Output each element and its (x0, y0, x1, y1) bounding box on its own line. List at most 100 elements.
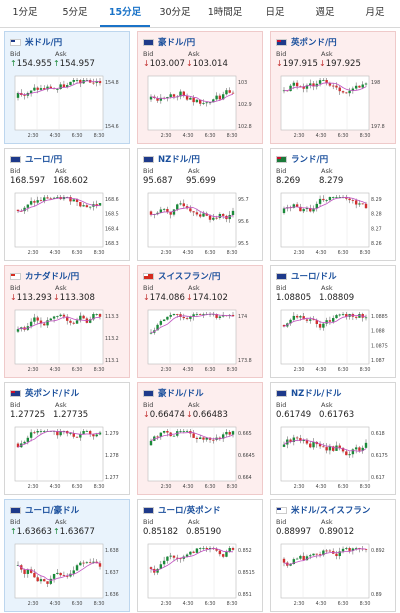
rate-card[interactable]: 英ポンド/円 Bid Ask ↓197.915 ↓197.925 198 197.8 2:30… (270, 31, 396, 144)
bid-label: Bid (276, 284, 287, 292)
tab-7[interactable]: 月足 (365, 7, 385, 18)
rate-card[interactable]: 豪ドル/ドル Bid Ask ↓0.66474 ↓0.66483 0.665 0.6645 0… (137, 382, 263, 495)
rate-card[interactable]: ユーロ/円 Bid Ask 168.597 168.602 168.6 168.5 168.4… (4, 148, 130, 261)
mini-chart[interactable]: 168.6 168.5 168.4 168.3 2:30 4:30 6:30 8:30 (11, 191, 125, 257)
tab-4[interactable]: 1時間足 (207, 7, 243, 18)
x-tick-label: 6:30 (205, 601, 216, 607)
tab-0[interactable]: 1分足 (12, 7, 38, 18)
candle-body (295, 204, 299, 207)
bid-value: 8.269 (276, 176, 301, 186)
mini-chart[interactable]: 154.8 154.6 2:30 4:30 6:30 8:30 (11, 74, 125, 140)
flag-icon (10, 155, 21, 163)
rate-card[interactable]: 米ドル/円 Bid Ask ↑154.955 ↑154.957 154.8 154.6 2:3… (4, 31, 130, 144)
mini-chart[interactable]: 0.665 0.6645 0.664 2:30 4:30 6:30 8:30 (144, 425, 258, 491)
candle-body (33, 572, 36, 578)
candle-body (182, 91, 185, 97)
pair-name[interactable]: 米ドル/円 (25, 38, 63, 48)
ask-value: ↓103.014 (186, 59, 228, 69)
candle-body (98, 80, 102, 84)
mini-chart[interactable]: 95.7 95.6 95.5 2:30 4:30 6:30 8:30 (144, 191, 258, 257)
x-tick-label: 8:30 (94, 250, 105, 256)
pair-name[interactable]: NZドル/円 (158, 155, 200, 165)
candle-body (172, 435, 176, 437)
mini-chart[interactable]: 0.852 0.8515 0.851 2:30 4:30 6:30 8:30 (144, 542, 258, 608)
candle-body (221, 434, 225, 439)
candle-body (72, 199, 75, 202)
candle-body (328, 83, 332, 86)
pair-name[interactable]: 米ドル/スイスフラン (291, 506, 371, 516)
candle-body (322, 80, 325, 81)
flag-icon (143, 155, 154, 163)
bid-label: Bid (10, 167, 21, 175)
candle-body (156, 212, 159, 215)
tab-2[interactable]: 15分足 (100, 0, 150, 27)
x-tick-label: 8:30 (227, 367, 238, 373)
pair-name[interactable]: 豪ドル/円 (158, 38, 196, 48)
pair-name[interactable]: NZドル/ドル (291, 389, 342, 399)
tab-6[interactable]: 週足 (315, 7, 335, 18)
mini-chart[interactable]: 103 102.9 102.8 2:30 4:30 6:30 8:30 (144, 74, 258, 140)
pair-name[interactable]: スイスフラン/円 (158, 272, 221, 282)
pair-name[interactable]: ユーロ/円 (25, 155, 63, 165)
x-tick-label: 6:30 (338, 367, 349, 373)
rate-card[interactable]: 豪ドル/円 Bid Ask ↓103.007 ↓103.014 103 102.9 102.8… (137, 31, 263, 144)
candle-body (315, 83, 318, 87)
tab-5[interactable]: 日足 (265, 7, 285, 18)
candle-body (309, 319, 312, 321)
arrow-down-icon: ↓ (143, 293, 150, 302)
candle-body (322, 323, 325, 328)
pair-name[interactable]: 英ポンド/円 (291, 38, 337, 48)
candle-body (79, 562, 82, 566)
card-header: カナダドル/円 (10, 270, 79, 282)
mini-chart[interactable]: 113.3 113.2 113.1 2:30 4:30 6:30 8:30 (11, 308, 125, 374)
rate-card[interactable]: カナダドル/円 Bid Ask ↓113.293 ↓113.308 113.3 113.2 1… (4, 265, 130, 378)
candle-body (338, 445, 341, 448)
candle-body (56, 315, 59, 317)
mini-chart[interactable]: 0.618 0.6175 0.617 2:30 4:30 6:30 8:30 (277, 425, 391, 491)
rate-card[interactable]: ランド/円 Bid Ask 8.269 8.279 8.29 8.28 8.27 8.26 2:3… (270, 148, 396, 261)
mini-chart[interactable]: 1.638 1.637 1.636 2:30 4:30 6:30 8:30 (11, 542, 125, 608)
pair-name[interactable]: 豪ドル/ドル (158, 389, 204, 399)
candle-body (345, 451, 348, 456)
candle-body (295, 437, 299, 439)
bid-label: Bid (10, 50, 21, 58)
candle-body (166, 316, 169, 320)
rate-card[interactable]: ユーロ/英ポンド Bid Ask 0.85182 0.85190 0.852 0.8515 0… (137, 499, 263, 612)
x-tick-label: 8:30 (94, 601, 105, 607)
tab-1[interactable]: 5分足 (62, 7, 88, 18)
candle-body (75, 320, 79, 324)
candle-body (29, 321, 33, 327)
rate-card[interactable]: 英ポンド/ドル Bid Ask 1.27725 1.27735 1.279 1.278 1.2… (4, 382, 130, 495)
candle-body (215, 95, 218, 100)
rate-card[interactable]: NZドル/ドル Bid Ask 0.61749 0.61763 0.618 0.6175 0.… (270, 382, 396, 495)
x-tick-label: 6:30 (338, 250, 349, 256)
ask-value: 168.602 (53, 176, 89, 186)
candle-body (205, 102, 208, 104)
mini-chart[interactable]: 174 173.8 2:30 4:30 6:30 8:30 (144, 308, 258, 374)
moving-average-line (283, 196, 367, 210)
pair-name[interactable]: ユーロ/豪ドル (25, 506, 80, 516)
pair-name[interactable]: ランド/円 (291, 155, 329, 165)
pair-name[interactable]: ユーロ/英ポンド (158, 506, 221, 516)
y-tick-label: 8.26 (371, 241, 382, 247)
pair-name[interactable]: カナダドル/円 (25, 272, 80, 282)
rate-card[interactable]: スイスフラン/円 Bid Ask ↓174.086 ↓174.102 174 173.8 2:… (137, 265, 263, 378)
rate-card[interactable]: 米ドル/スイスフラン Bid Ask 0.88997 0.89012 0.892 0.89 2… (270, 499, 396, 612)
mini-chart[interactable]: 198 197.8 2:30 4:30 6:30 8:30 (277, 74, 391, 140)
candle-body (358, 85, 361, 88)
pair-name[interactable]: 英ポンド/ドル (25, 389, 80, 399)
bid-value: ↓174.086 (143, 293, 185, 303)
y-tick-label: 95.6 (238, 219, 249, 225)
mini-chart[interactable]: 1.279 1.278 1.277 2:30 4:30 6:30 8:30 (11, 425, 125, 491)
mini-chart[interactable]: 8.29 8.28 8.27 8.26 2:30 4:30 6:30 8:30 (277, 191, 391, 257)
candle-body (282, 558, 286, 563)
rate-card[interactable]: NZドル/円 Bid Ask 95.687 95.699 95.7 95.6 95.5 2:30… (137, 148, 263, 261)
candle-body (189, 551, 192, 555)
rate-card[interactable]: ユーロ/豪ドル Bid Ask ↑1.63663 ↑1.63677 1.638 1.637 1… (4, 499, 130, 612)
mini-chart[interactable]: 0.892 0.89 2:30 4:30 6:30 8:30 (277, 542, 391, 608)
tab-3[interactable]: 30分足 (159, 7, 191, 18)
mini-chart[interactable]: 1.0885 1.088 1.0875 1.087 2:30 4:30 6:30 8:30 (277, 308, 391, 374)
rate-card[interactable]: ユーロ/ドル Bid Ask 1.08805 1.08809 1.0885 1.088 1.0… (270, 265, 396, 378)
candlestick-chart: 113.3 113.2 113.1 2:30 4:30 6:30 8:30 (14, 309, 119, 373)
pair-name[interactable]: ユーロ/ドル (291, 272, 337, 282)
